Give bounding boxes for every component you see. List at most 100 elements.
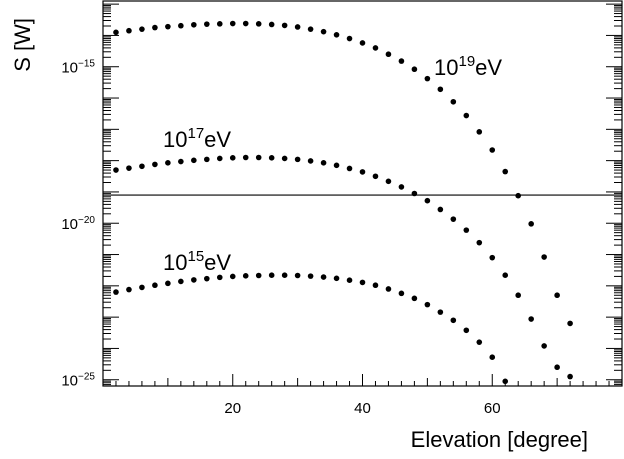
data-point-series-1 bbox=[411, 190, 418, 197]
series-label-unit: eV bbox=[475, 55, 502, 80]
data-point-series-1 bbox=[515, 292, 521, 299]
data-point-series-2 bbox=[385, 286, 392, 292]
data-point-series-1 bbox=[126, 165, 132, 171]
data-point-series-2 bbox=[359, 279, 366, 286]
data-point-series-1 bbox=[268, 155, 275, 161]
data-point-series-1 bbox=[450, 216, 457, 222]
data-point-series-0 bbox=[320, 28, 327, 35]
data-point-series-0 bbox=[372, 45, 379, 51]
data-point-series-1 bbox=[437, 206, 444, 213]
data-point-series-1 bbox=[385, 178, 392, 185]
data-point-series-2 bbox=[152, 282, 158, 289]
data-point-series-2 bbox=[372, 282, 379, 289]
data-point-series-0 bbox=[281, 22, 288, 29]
data-point-series-2 bbox=[424, 301, 431, 308]
data-point-series-2 bbox=[165, 280, 171, 287]
data-point-series-0 bbox=[178, 22, 184, 29]
data-point-series-1 bbox=[216, 155, 223, 162]
data-point-series-1 bbox=[320, 160, 327, 166]
data-point-series-0 bbox=[307, 26, 314, 32]
y-tick-exponent: −20 bbox=[78, 215, 95, 226]
data-point-series-1 bbox=[165, 160, 171, 166]
x-tick-label: 40 bbox=[354, 400, 371, 417]
series-label-exponent: 19 bbox=[458, 53, 475, 70]
data-point-series-1 bbox=[307, 158, 314, 164]
data-point-series-0 bbox=[424, 75, 431, 82]
data-point-series-0 bbox=[489, 147, 496, 153]
data-point-series-2 bbox=[204, 275, 210, 282]
data-point-series-0 bbox=[476, 129, 483, 135]
data-point-series-0 bbox=[204, 21, 210, 27]
data-point-series-0 bbox=[152, 24, 158, 31]
data-point-series-0 bbox=[126, 27, 132, 34]
data-point-series-1 bbox=[528, 316, 534, 322]
series-label-unit: eV bbox=[204, 250, 231, 275]
data-point-series-0 bbox=[216, 21, 223, 27]
data-point-series-2 bbox=[333, 275, 340, 282]
series-label-exponent: 17 bbox=[187, 125, 204, 142]
x-tick-label: 60 bbox=[484, 400, 501, 417]
data-point-series-0 bbox=[502, 168, 509, 175]
data-point-series-1 bbox=[178, 158, 184, 165]
x-axis-title: Elevation [degree] bbox=[411, 427, 588, 452]
data-point-series-2 bbox=[489, 354, 496, 361]
data-point-series-0 bbox=[242, 20, 249, 27]
data-point-series-1 bbox=[463, 227, 470, 233]
data-point-series-2 bbox=[450, 317, 457, 324]
data-point-series-0 bbox=[333, 32, 340, 38]
data-points bbox=[113, 20, 573, 385]
data-point-series-1 bbox=[204, 156, 210, 163]
data-point-series-0 bbox=[541, 254, 547, 260]
data-point-series-1 bbox=[502, 272, 509, 278]
data-point-series-1 bbox=[255, 154, 262, 161]
y-tick-exponent: −25 bbox=[78, 372, 95, 383]
data-point-series-0 bbox=[191, 21, 197, 28]
data-point-series-0 bbox=[359, 40, 366, 46]
data-point-series-2 bbox=[476, 339, 483, 345]
data-point-series-2 bbox=[126, 286, 132, 293]
y-tick-base: 10 bbox=[61, 60, 78, 77]
data-point-series-2 bbox=[113, 289, 119, 295]
data-point-series-1 bbox=[294, 156, 301, 163]
data-point-series-2 bbox=[502, 378, 509, 385]
data-point-series-1 bbox=[359, 169, 366, 175]
data-point-series-2 bbox=[229, 273, 236, 280]
data-point-series-0 bbox=[515, 192, 521, 199]
data-point-series-2 bbox=[294, 272, 301, 279]
data-point-series-2 bbox=[398, 290, 405, 297]
series-label-base: 10 bbox=[163, 127, 187, 152]
data-point-series-2 bbox=[191, 277, 197, 283]
plot-frame bbox=[102, 0, 623, 387]
data-point-series-0 bbox=[229, 20, 236, 27]
series-label-10-17-ev: 1017eV bbox=[163, 125, 231, 152]
data-point-series-2 bbox=[268, 272, 275, 278]
data-point-series-0 bbox=[528, 221, 534, 227]
data-point-series-0 bbox=[294, 24, 301, 30]
series-label-base: 10 bbox=[163, 250, 187, 275]
data-point-series-0 bbox=[450, 98, 457, 105]
data-point-series-2 bbox=[307, 273, 314, 279]
data-point-series-0 bbox=[463, 112, 470, 119]
data-point-series-0 bbox=[165, 23, 171, 30]
data-point-series-0 bbox=[346, 35, 353, 42]
series-label-exponent: 15 bbox=[187, 248, 204, 265]
data-point-series-2 bbox=[139, 284, 145, 291]
y-tick-label: 10−20 bbox=[61, 215, 95, 233]
data-point-series-1 bbox=[113, 167, 119, 173]
series-label-unit: eV bbox=[204, 127, 231, 152]
plot-border bbox=[102, 0, 623, 387]
y-axis-title: S [W] bbox=[10, 18, 35, 72]
data-point-series-0 bbox=[411, 66, 418, 73]
data-point-series-1 bbox=[398, 184, 405, 190]
data-point-series-1 bbox=[191, 157, 197, 164]
data-point-series-2 bbox=[463, 327, 470, 334]
data-point-series-1 bbox=[242, 154, 249, 161]
data-point-series-2 bbox=[320, 274, 327, 280]
data-point-series-1 bbox=[139, 163, 145, 170]
data-point-series-2 bbox=[216, 274, 223, 281]
data-point-series-1 bbox=[554, 364, 560, 371]
y-tick-label: 10−25 bbox=[61, 372, 95, 390]
data-point-series-2 bbox=[411, 295, 418, 302]
series-label-10-19-ev: 1019eV bbox=[434, 53, 502, 80]
